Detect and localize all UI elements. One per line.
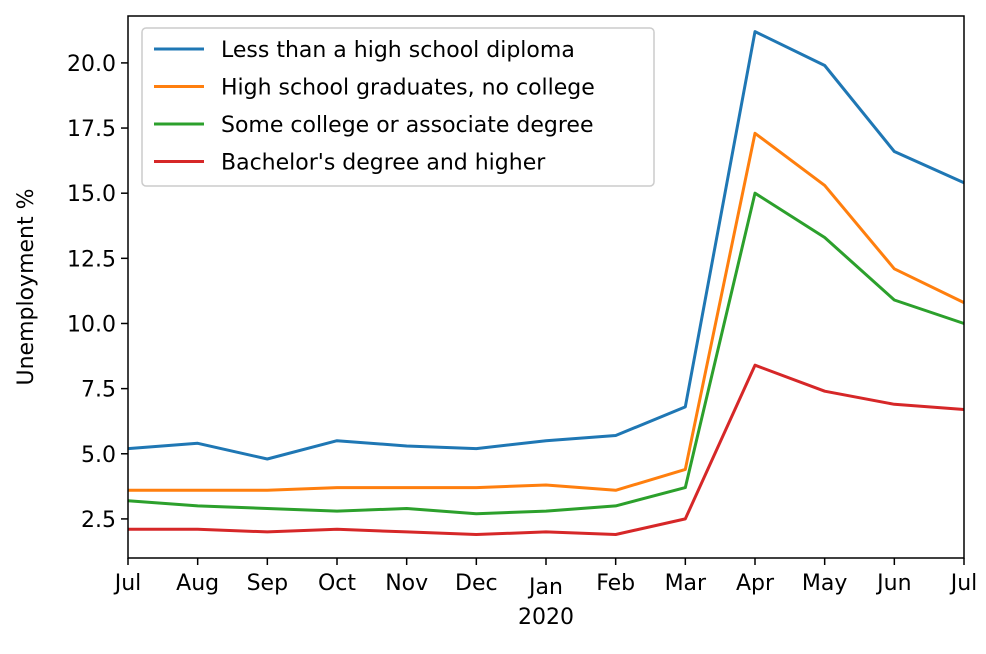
series-line-1 xyxy=(128,131,965,492)
y-tick-label: 12.5 xyxy=(67,247,116,272)
y-tick-label: 2.5 xyxy=(81,508,116,533)
y-tick-label: 15.0 xyxy=(67,182,116,207)
legend-box xyxy=(141,27,655,187)
x-tick-label: Jun xyxy=(875,571,911,596)
y-axis-label: Unemployment % xyxy=(14,188,39,385)
plot-area-frame xyxy=(127,15,965,559)
series-lines xyxy=(127,30,965,536)
series-line-3 xyxy=(128,363,965,536)
x-tick-label: Jan xyxy=(527,575,563,600)
y-tick-label: 5.0 xyxy=(81,443,116,468)
legend-label: Some college or associate degree xyxy=(221,113,594,138)
legend-label: High school graduates, no college xyxy=(221,76,595,101)
y-tick-label: 7.5 xyxy=(81,378,116,403)
x-tick-label: Nov xyxy=(385,571,428,596)
series-line-0 xyxy=(127,30,965,461)
x-tick-label: Aug xyxy=(176,571,219,596)
legend: Less than a high school diploma High scho… xyxy=(141,27,655,187)
legend-label: Bachelor's degree and higher xyxy=(221,151,546,176)
legend-label: Less than a high school diploma xyxy=(221,38,575,63)
y-tick-label: 20.0 xyxy=(67,52,116,77)
x-tick-label: Sep xyxy=(247,571,288,596)
y-tick-label: 10.0 xyxy=(67,312,116,337)
x-tick-label: Jul xyxy=(949,571,978,596)
x-tick-label: Mar xyxy=(665,571,707,596)
x-tick-label: May xyxy=(802,571,847,596)
x-tick-label: Dec xyxy=(455,571,498,596)
x-axis: Jul Aug Sep Oct Nov Dec Jan 2020 Feb Mar Apr May Jun… xyxy=(113,558,978,630)
x-tick-label: Jul xyxy=(113,571,142,596)
x-tick-label: Feb xyxy=(596,571,635,596)
y-tick-label: 17.5 xyxy=(67,117,116,142)
y-axis: 2.5 5.0 7.5 10.0 12.5 15.0 17.5 20.0 xyxy=(67,52,128,533)
x-tick-label: Oct xyxy=(318,571,356,596)
series-line-2 xyxy=(127,191,965,516)
x-year-label: 2020 xyxy=(518,605,574,630)
x-tick-label: Apr xyxy=(736,571,775,596)
